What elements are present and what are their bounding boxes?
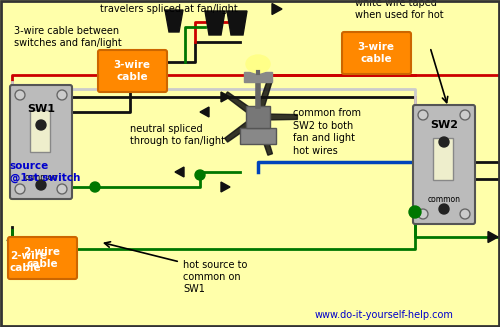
Circle shape: [418, 110, 428, 120]
Polygon shape: [224, 92, 252, 114]
Text: www.do-it-yourself-help.com: www.do-it-yourself-help.com: [315, 310, 454, 320]
FancyBboxPatch shape: [98, 50, 167, 92]
Polygon shape: [268, 114, 298, 120]
Text: neutral spliced
through to fan/light: neutral spliced through to fan/light: [130, 124, 225, 146]
Circle shape: [409, 206, 421, 218]
Bar: [30, 110, 50, 152]
Circle shape: [57, 184, 67, 194]
Polygon shape: [258, 79, 272, 109]
Circle shape: [36, 180, 46, 190]
FancyBboxPatch shape: [10, 85, 72, 199]
FancyBboxPatch shape: [413, 105, 475, 224]
Circle shape: [439, 137, 449, 147]
Text: 3-wire cable between
switches and fan/light: 3-wire cable between switches and fan/li…: [14, 26, 122, 48]
Text: SW1: SW1: [27, 104, 55, 114]
Polygon shape: [175, 167, 184, 177]
Circle shape: [418, 209, 428, 219]
Polygon shape: [205, 11, 225, 35]
Bar: [433, 138, 453, 180]
Text: common from
SW2 to both
fan and light
hot wires: common from SW2 to both fan and light ho…: [293, 108, 361, 156]
Circle shape: [15, 184, 25, 194]
Circle shape: [460, 110, 470, 120]
Polygon shape: [221, 182, 230, 192]
Polygon shape: [7, 240, 17, 249]
Text: 3-wire
cable: 3-wire cable: [114, 60, 150, 82]
Text: 2-wire
cable: 2-wire cable: [24, 247, 60, 269]
Text: 3-wire
cable: 3-wire cable: [358, 42, 395, 64]
Circle shape: [15, 90, 25, 100]
Circle shape: [36, 120, 46, 130]
Circle shape: [460, 209, 470, 219]
Polygon shape: [227, 11, 247, 35]
Polygon shape: [272, 4, 282, 14]
Ellipse shape: [246, 55, 270, 73]
Circle shape: [57, 90, 67, 100]
Circle shape: [90, 182, 100, 192]
Bar: [244, 72, 272, 82]
Polygon shape: [488, 232, 498, 243]
Circle shape: [439, 204, 449, 214]
Bar: [246, 106, 270, 128]
Polygon shape: [200, 107, 209, 117]
Polygon shape: [221, 92, 230, 102]
Text: 2-wire
cable: 2-wire cable: [10, 251, 47, 273]
Text: source
@1st switch: source @1st switch: [10, 161, 80, 183]
Text: white wire taped
when used for hot: white wire taped when used for hot: [355, 0, 444, 20]
Polygon shape: [258, 125, 272, 155]
Text: common: common: [428, 196, 460, 204]
Text: common: common: [24, 173, 58, 181]
Polygon shape: [165, 10, 183, 32]
Text: hot source to
common on
SW1: hot source to common on SW1: [183, 260, 248, 294]
Polygon shape: [224, 120, 252, 142]
Text: SW2: SW2: [430, 120, 458, 130]
Text: travelers spliced at fan/light: travelers spliced at fan/light: [100, 4, 238, 14]
FancyBboxPatch shape: [342, 32, 411, 74]
FancyBboxPatch shape: [8, 237, 77, 279]
Bar: [240, 128, 276, 144]
Circle shape: [195, 170, 205, 180]
